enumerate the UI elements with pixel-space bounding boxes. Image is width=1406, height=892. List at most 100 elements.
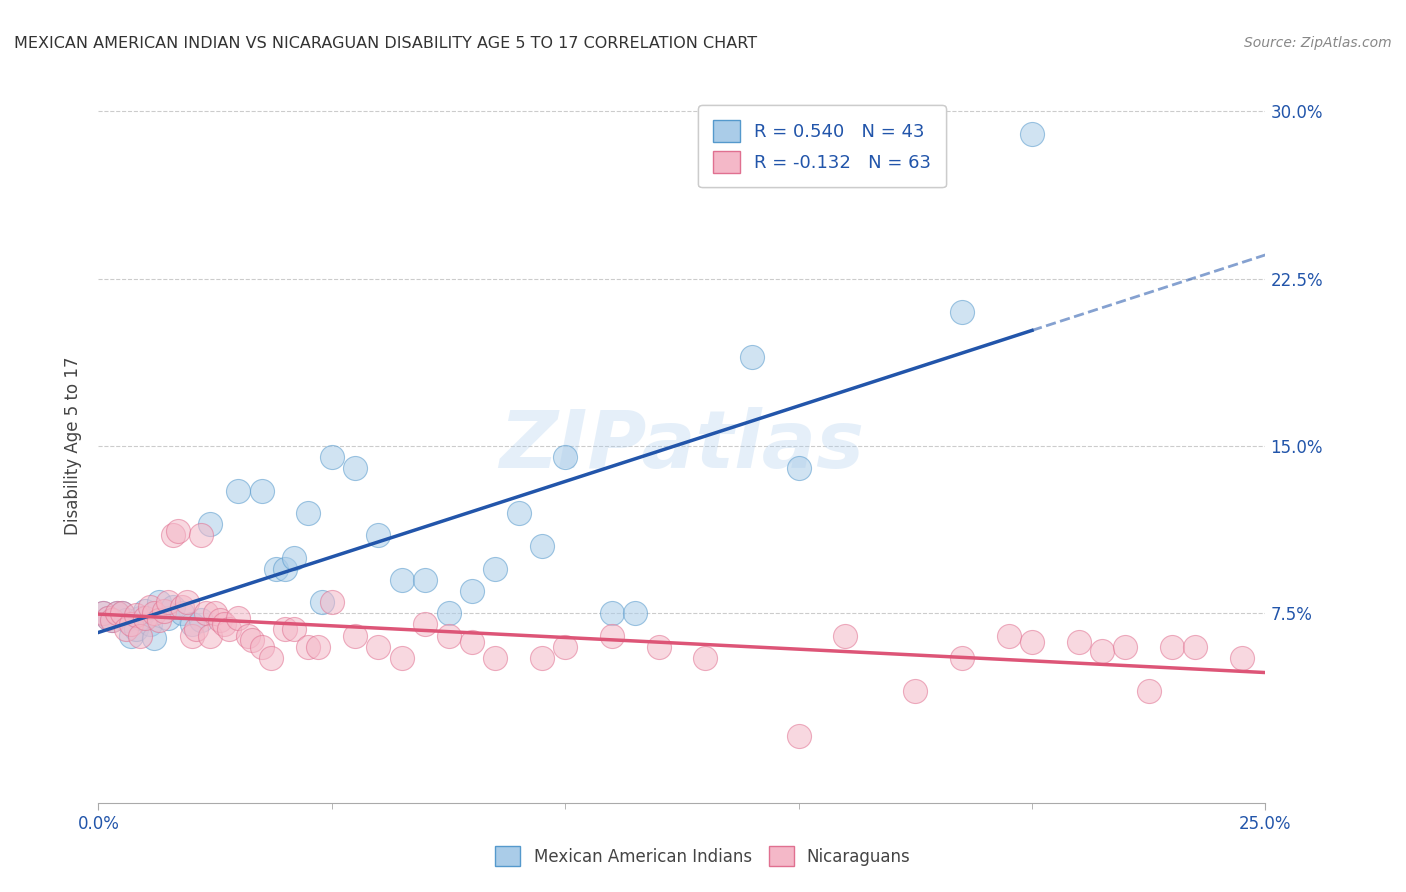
Point bbox=[105, 607, 128, 621]
Point bbox=[186, 622, 208, 636]
Point bbox=[162, 599, 184, 614]
Point bbox=[1114, 640, 1136, 654]
Point bbox=[214, 617, 236, 632]
Point bbox=[600, 628, 623, 642]
Point bbox=[157, 611, 180, 625]
Point bbox=[157, 595, 180, 609]
Point bbox=[367, 528, 389, 542]
Point bbox=[1021, 635, 1043, 649]
Point bbox=[148, 595, 170, 609]
Point bbox=[997, 628, 1019, 642]
Point bbox=[695, 651, 717, 665]
Point bbox=[508, 506, 530, 520]
Point bbox=[236, 628, 259, 642]
Point bbox=[274, 562, 297, 576]
Point bbox=[101, 613, 124, 627]
Point bbox=[208, 613, 231, 627]
Point bbox=[125, 622, 148, 636]
Point bbox=[297, 640, 319, 654]
Point bbox=[260, 651, 283, 665]
Point bbox=[787, 461, 810, 475]
Point bbox=[111, 607, 134, 621]
Y-axis label: Disability Age 5 to 17: Disability Age 5 to 17 bbox=[65, 357, 83, 535]
Point bbox=[530, 651, 553, 665]
Point bbox=[1091, 644, 1114, 658]
Point bbox=[180, 628, 202, 642]
Point bbox=[624, 607, 647, 621]
Point bbox=[274, 622, 297, 636]
Point bbox=[176, 595, 198, 609]
Point bbox=[391, 573, 413, 587]
Point bbox=[554, 450, 576, 464]
Point bbox=[413, 617, 436, 632]
Point bbox=[139, 599, 162, 614]
Point bbox=[129, 628, 152, 642]
Point bbox=[250, 483, 273, 498]
Point bbox=[105, 607, 128, 621]
Point bbox=[1067, 635, 1090, 649]
Point bbox=[904, 684, 927, 698]
Point bbox=[367, 640, 389, 654]
Point bbox=[1184, 640, 1206, 654]
Point bbox=[91, 607, 114, 621]
Legend: Mexican American Indians, Nicaraguans: Mexican American Indians, Nicaraguans bbox=[486, 838, 920, 875]
Point bbox=[120, 617, 142, 632]
Point bbox=[311, 595, 333, 609]
Point bbox=[200, 628, 222, 642]
Point bbox=[143, 631, 166, 645]
Point bbox=[264, 562, 287, 576]
Point bbox=[950, 305, 973, 319]
Point bbox=[461, 635, 484, 649]
Point bbox=[97, 611, 120, 625]
Point bbox=[344, 628, 367, 642]
Point bbox=[180, 617, 202, 632]
Point bbox=[190, 528, 212, 542]
Point bbox=[172, 599, 194, 614]
Point bbox=[484, 562, 506, 576]
Point bbox=[321, 595, 343, 609]
Point bbox=[228, 483, 250, 498]
Point bbox=[204, 607, 226, 621]
Text: MEXICAN AMERICAN INDIAN VS NICARAGUAN DISABILITY AGE 5 TO 17 CORRELATION CHART: MEXICAN AMERICAN INDIAN VS NICARAGUAN DI… bbox=[14, 36, 758, 51]
Point bbox=[125, 608, 148, 623]
Point bbox=[172, 607, 194, 621]
Point bbox=[1137, 684, 1160, 698]
Point bbox=[190, 613, 212, 627]
Point bbox=[530, 539, 553, 553]
Point bbox=[321, 450, 343, 464]
Point bbox=[218, 622, 240, 636]
Point bbox=[148, 613, 170, 627]
Point bbox=[194, 607, 217, 621]
Point bbox=[200, 516, 222, 531]
Point bbox=[283, 550, 305, 565]
Point bbox=[1021, 127, 1043, 141]
Point bbox=[101, 613, 124, 627]
Point bbox=[115, 613, 138, 627]
Point bbox=[115, 622, 138, 636]
Point bbox=[413, 573, 436, 587]
Point bbox=[250, 640, 273, 654]
Point bbox=[162, 528, 184, 542]
Point bbox=[283, 622, 305, 636]
Point bbox=[134, 604, 156, 618]
Point bbox=[391, 651, 413, 665]
Text: ZIPatlas: ZIPatlas bbox=[499, 407, 865, 485]
Point bbox=[297, 506, 319, 520]
Point bbox=[344, 461, 367, 475]
Point bbox=[950, 651, 973, 665]
Point bbox=[787, 729, 810, 743]
Point bbox=[111, 607, 134, 621]
Point bbox=[1161, 640, 1184, 654]
Point bbox=[97, 611, 120, 625]
Point bbox=[228, 611, 250, 625]
Point bbox=[242, 633, 264, 648]
Point bbox=[152, 604, 174, 618]
Point bbox=[166, 524, 188, 538]
Point bbox=[484, 651, 506, 665]
Point bbox=[437, 607, 460, 621]
Point bbox=[1230, 651, 1253, 665]
Legend: R = 0.540   N = 43, R = -0.132   N = 63: R = 0.540 N = 43, R = -0.132 N = 63 bbox=[699, 105, 946, 187]
Point bbox=[600, 607, 623, 621]
Point bbox=[437, 628, 460, 642]
Point bbox=[139, 617, 162, 632]
